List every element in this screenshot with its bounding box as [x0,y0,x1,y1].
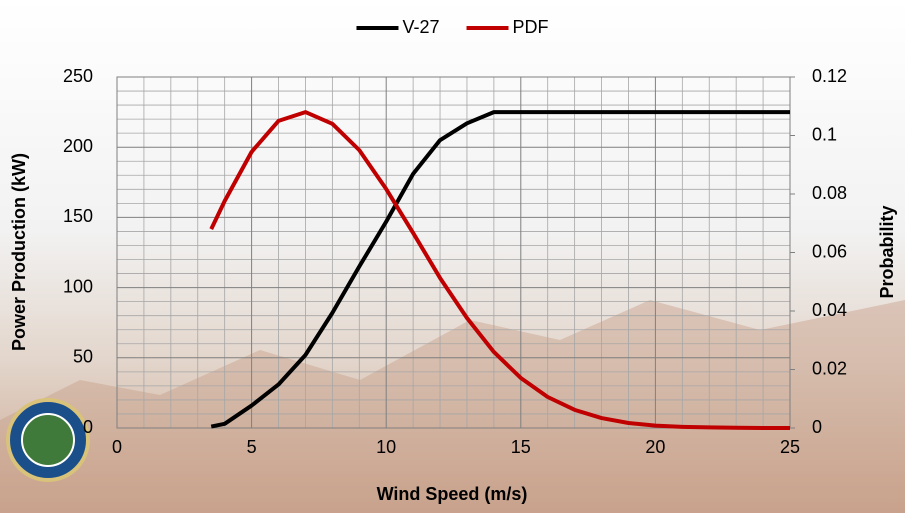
x-tick-label: 0 [112,437,122,457]
legend-label: PDF [513,17,549,37]
x-tick-label: 20 [645,437,665,457]
y-tick-label: 50 [73,347,93,367]
series-line [209,110,790,430]
y2-tick-label: 0.12 [812,66,847,86]
mountains [0,300,905,513]
y-tick-label: 0 [83,417,93,437]
y2-tick-label: 0.02 [812,358,847,378]
plot-frame [116,76,791,429]
legend-label: V-27 [402,17,439,37]
x-axis-title: Wind Speed (m/s) [377,484,528,504]
y2-tick-label: 0 [812,417,822,437]
series-line [210,110,790,429]
y-axis-title: Power Production (kW) [9,153,29,351]
y-tick-label: 250 [63,66,93,86]
y-tick-label: 200 [63,136,93,156]
y2-tick-label: 0.04 [812,300,847,320]
y-tick-label: 100 [63,276,93,296]
x-tick-label: 15 [511,437,531,457]
y2-tick-label: 0.1 [812,124,837,144]
legend-item: V-27 [356,17,440,37]
y-tick-label: 150 [63,206,93,226]
legend: V-27 PDF [356,17,549,37]
x-tick-label: 10 [376,437,396,457]
y2-tick-label: 0.06 [812,241,847,261]
legend-item: PDF [466,17,549,37]
logo [6,398,90,482]
y2-axis-title: Probability [877,205,897,298]
x-tick-label: 25 [780,437,800,457]
y2-tick-label: 0.08 [812,183,847,203]
x-tick-label: 5 [247,437,257,457]
